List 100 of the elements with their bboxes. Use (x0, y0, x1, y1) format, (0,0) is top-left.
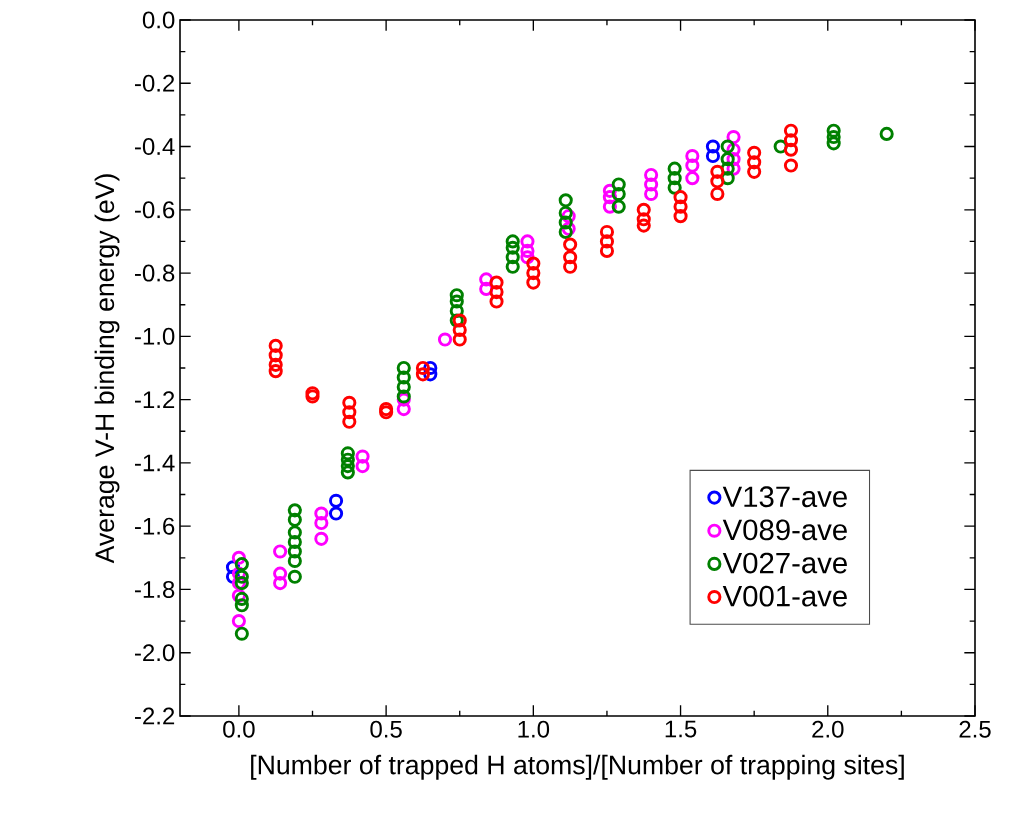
legend-label: V001-ave (722, 585, 847, 607)
point (710, 164, 725, 179)
point (563, 250, 578, 265)
point (563, 259, 578, 274)
point (673, 199, 688, 214)
point (667, 171, 682, 186)
x-tick-label: 2.5 (959, 720, 991, 738)
point (826, 123, 841, 138)
point (268, 348, 283, 363)
point (396, 402, 411, 417)
point (287, 553, 302, 569)
point (673, 190, 688, 205)
x-axis-title: [Number of trapped H atoms]/[Number of trapping sites] (251, 754, 904, 780)
point (489, 294, 504, 309)
point (342, 395, 357, 410)
y-tick-label: -0.6 (135, 201, 175, 219)
point (505, 240, 520, 255)
point (452, 332, 467, 347)
point (489, 275, 504, 290)
point (710, 174, 725, 189)
y-tick-label: -0.4 (135, 138, 175, 156)
point (526, 275, 541, 290)
point (234, 598, 249, 613)
point (644, 177, 659, 192)
point (783, 158, 799, 173)
point (287, 569, 302, 584)
point (783, 123, 799, 138)
point (558, 215, 573, 230)
point (644, 167, 659, 183)
point (396, 379, 411, 395)
point (826, 136, 841, 151)
point (636, 212, 651, 227)
point (340, 446, 355, 461)
point (558, 193, 573, 208)
point (783, 142, 799, 157)
x-tick-label: 0.5 (370, 720, 402, 738)
point (449, 288, 464, 303)
point (558, 205, 573, 221)
point (667, 161, 682, 176)
point (705, 148, 721, 164)
point (234, 626, 249, 641)
y-tick-label: -2.2 (135, 707, 175, 725)
point (644, 186, 659, 202)
point (355, 449, 370, 464)
y-tick-label: -1.8 (135, 580, 175, 598)
point (705, 139, 721, 154)
point (505, 234, 520, 249)
point (685, 171, 700, 186)
point (599, 243, 615, 258)
point (826, 129, 841, 145)
point (273, 566, 288, 581)
point (449, 294, 464, 309)
point (783, 133, 799, 148)
point (636, 218, 651, 233)
y-tick-label: -1.0 (135, 327, 175, 345)
point (355, 458, 370, 474)
point (314, 531, 329, 546)
point (505, 259, 520, 274)
point (685, 148, 700, 164)
point (558, 224, 573, 240)
point (520, 234, 535, 249)
point (599, 234, 615, 249)
point (328, 506, 344, 521)
x-tick-label: 1.0 (518, 720, 550, 738)
point (340, 452, 355, 467)
point (340, 458, 355, 474)
y-tick-label: -0.2 (135, 74, 175, 92)
point (287, 534, 302, 550)
point (234, 557, 249, 572)
point (636, 202, 651, 217)
point (314, 506, 329, 521)
point (314, 515, 329, 531)
point (747, 155, 762, 170)
legend-label: V089-ave (722, 519, 847, 541)
point (505, 250, 520, 265)
x-tick-label: 1.5 (665, 720, 697, 738)
point (599, 224, 615, 240)
point (415, 367, 430, 382)
point (396, 360, 411, 376)
point (520, 243, 535, 258)
point (342, 405, 357, 420)
point (720, 139, 735, 154)
point (287, 544, 302, 559)
point (673, 209, 688, 224)
point (231, 614, 246, 629)
point (340, 465, 355, 480)
x-tick-label: 0.0 (223, 720, 255, 738)
point (611, 186, 626, 202)
legend-label: V027-ave (722, 552, 847, 574)
point (396, 370, 411, 385)
point (611, 177, 626, 192)
point (328, 493, 344, 508)
point (273, 544, 288, 559)
y-tick-label: -1.4 (135, 454, 175, 472)
point (437, 332, 453, 347)
y-tick-label: -1.6 (135, 517, 175, 535)
y-axis-title: Average V-H binding energy (eV) (94, 174, 120, 564)
point (611, 199, 626, 214)
point (415, 360, 430, 376)
point (452, 322, 467, 338)
